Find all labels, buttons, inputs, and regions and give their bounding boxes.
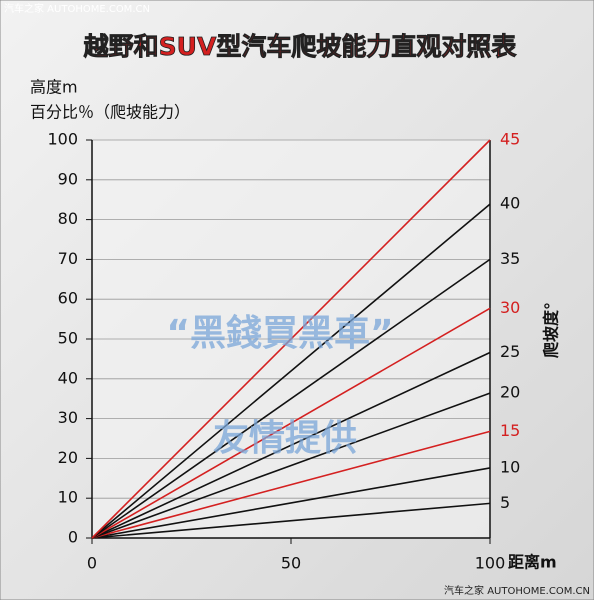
chart-title: 越野和SUV型汽车爬坡能力直观对照表: [84, 32, 518, 61]
watermark: 友情提供: [213, 418, 357, 459]
legend-label: 10: [500, 457, 520, 476]
y-axis-label: 百分比％（爬坡能力）: [30, 103, 190, 122]
series-line: [91, 203, 491, 539]
watermark: “黑錢買黑車”: [166, 313, 393, 354]
series-line: [91, 502, 491, 539]
x-tick-label: 100: [475, 554, 506, 573]
series-line: [91, 258, 491, 539]
legend-label: 30: [500, 298, 520, 317]
legend-label: 40: [500, 194, 520, 213]
y-tick-label: 80: [58, 209, 78, 228]
y-tick-label: 40: [58, 368, 78, 387]
series-line: [91, 307, 491, 539]
y2-axis-label: 爬坡度°: [542, 302, 561, 359]
y-tick-label: 10: [58, 488, 78, 507]
watermark: 汽车之家 AUTOHOME.COM.CN: [444, 584, 590, 597]
y-tick-label: 50: [58, 329, 78, 348]
series-line: [91, 139, 491, 539]
series-line: [91, 351, 491, 539]
series-line: [91, 392, 491, 539]
y-tick-label: 70: [58, 249, 78, 268]
x-axis-label: 距离m: [508, 553, 557, 572]
y-tick-label: 20: [58, 448, 78, 467]
x-tick-label: 0: [87, 554, 97, 573]
y-tick-label: 100: [47, 130, 78, 149]
legend-label: 20: [500, 383, 520, 402]
x-tick-label: 50: [281, 554, 301, 573]
legend-label: 35: [500, 249, 520, 268]
legend-label: 15: [500, 421, 520, 440]
series-line: [91, 430, 491, 539]
y-axis-label: 高度m: [30, 78, 78, 97]
y-tick-label: 90: [58, 169, 78, 188]
y-tick-label: 30: [58, 408, 78, 427]
legend-label: 45: [500, 130, 520, 149]
series-line: [91, 467, 491, 539]
legend-label: 25: [500, 342, 520, 361]
y-tick-label: 0: [68, 528, 78, 547]
y-tick-label: 60: [58, 289, 78, 308]
legend-label: 5: [500, 493, 510, 512]
watermark: 汽车之家 AUTOHOME.COM.CN: [4, 2, 150, 15]
